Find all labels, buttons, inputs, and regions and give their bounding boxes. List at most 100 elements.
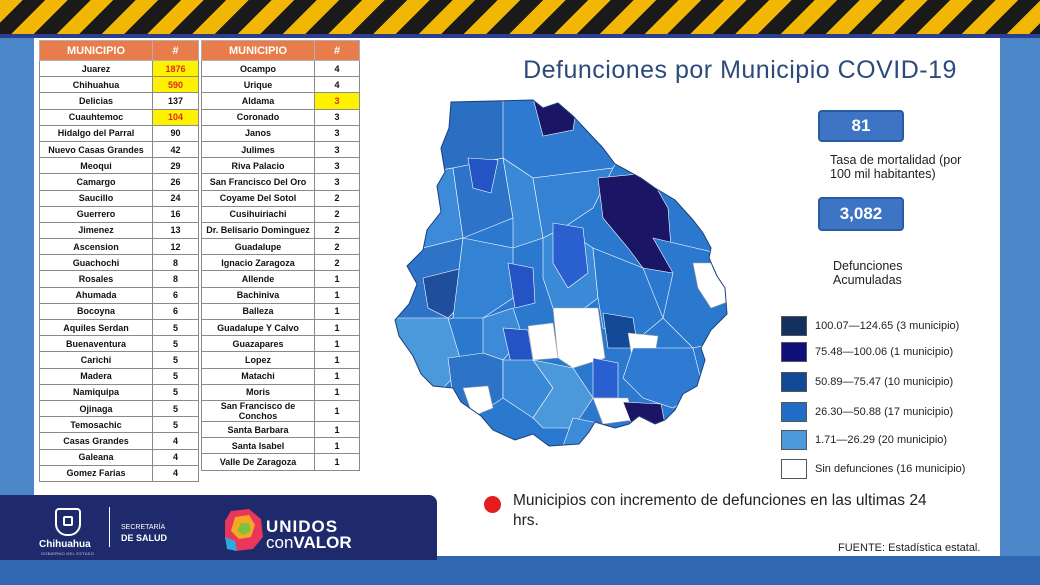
table-row: Nuevo Casas Grandes 42	[39, 140, 199, 159]
death-count: 1	[314, 286, 360, 304]
municipio-name: Delicias	[39, 92, 153, 110]
secretaria-text: SECRETARÍA	[121, 524, 166, 531]
red-dot-marker	[484, 496, 501, 513]
municipio-name: Saucillo	[39, 189, 153, 207]
table-row: Cuauhtemoc 104	[39, 108, 199, 126]
table-row: Coronado 3	[201, 108, 360, 126]
table-row: Casas Grandes 4	[39, 432, 199, 450]
death-count: 2	[314, 189, 360, 207]
table-row: Janos 3	[201, 124, 360, 142]
column-header-municipio: MUNICIPIO	[39, 40, 153, 61]
death-count: 590	[152, 76, 199, 94]
municipio-name: Ojinaga	[39, 399, 153, 418]
municipio-name: Santa Isabel	[201, 437, 315, 455]
municipio-name: Valle De Zaragoza	[201, 453, 315, 471]
column-header-municipio: MUNICIPIO	[201, 40, 315, 61]
increase-note: Municipios con incremento de defunciones…	[513, 492, 927, 529]
death-count: 2	[314, 238, 360, 256]
death-count: 3	[314, 92, 360, 110]
table-row: Ahumada 6	[39, 286, 199, 304]
legend-swatch	[781, 402, 807, 422]
death-count: 5	[152, 335, 199, 353]
table-row: Allende 1	[201, 270, 360, 288]
table-row: Riva Palacio 3	[201, 157, 360, 175]
death-count: 3	[314, 173, 360, 191]
table-row: Aldama 3	[201, 92, 360, 110]
table-row: Bachiniva 1	[201, 286, 360, 304]
legend-swatch	[781, 459, 807, 479]
municipio-name: Ignacio Zaragoza	[201, 254, 315, 272]
municipio-name: Aldama	[201, 92, 315, 110]
death-count: 5	[152, 416, 199, 434]
table-row: Camargo 26	[39, 173, 199, 191]
death-count: 6	[152, 286, 199, 304]
table-row: Juarez 1876	[39, 59, 199, 78]
municipio-name: Gomez Farias	[39, 464, 153, 482]
death-count: 4	[314, 76, 360, 94]
table-row: Cusihuiriachi 2	[201, 205, 360, 223]
death-count: 1	[314, 318, 360, 337]
death-count: 1876	[152, 59, 199, 78]
death-count: 1	[314, 302, 360, 321]
death-count: 1	[314, 367, 360, 385]
table-row: Guadalupe Y Calvo 1	[201, 318, 360, 337]
municipio-name: Matachi	[201, 367, 315, 385]
table-row: Ignacio Zaragoza 2	[201, 254, 360, 272]
table-row: Balleza 1	[201, 302, 360, 321]
death-count: 104	[152, 108, 199, 126]
municipio-name: Galeana	[39, 448, 153, 466]
municipio-name: San Francisco de Conchos	[201, 399, 315, 422]
con-text: con	[266, 533, 294, 552]
municipio-name: Chihuahua	[39, 76, 153, 94]
death-count: 12	[152, 238, 199, 256]
table-row: San Francisco de Conchos 1	[201, 399, 360, 422]
municipio-name: Ascension	[39, 238, 153, 256]
death-count: 4	[314, 59, 360, 78]
death-count: 1	[314, 270, 360, 288]
table-row: Aquiles Serdan 5	[39, 318, 199, 337]
death-count: 3	[314, 108, 360, 126]
death-count: 3	[314, 140, 360, 159]
total-deaths-badge: 3,082	[818, 197, 904, 231]
chihuahua-choropleth-map	[394, 99, 728, 447]
municipio-name: Santa Barbara	[201, 420, 315, 439]
death-count: 1	[314, 453, 360, 471]
mortality-rate-badge: 81	[818, 110, 904, 142]
death-count: 26	[152, 173, 199, 191]
death-count: 2	[314, 205, 360, 223]
death-count: 1	[314, 335, 360, 353]
municipio-name: Bachiniva	[201, 286, 315, 304]
municipio-name: Ocampo	[201, 59, 315, 78]
unidos-con-valor-logo-icon	[225, 509, 263, 551]
municipio-name: Guadalupe Y Calvo	[201, 318, 315, 337]
municipio-name: Urique	[201, 76, 315, 94]
death-count: 13	[152, 221, 199, 240]
unidos-text: UNIDOS	[266, 517, 339, 536]
municipio-name: Temosachic	[39, 416, 153, 434]
legend-swatch	[781, 342, 807, 362]
table-row: Namiquipa 5	[39, 383, 199, 401]
death-count: 5	[152, 351, 199, 369]
death-count: 90	[152, 124, 199, 142]
table-row: Hidalgo del Parral 90	[39, 124, 199, 142]
death-count: 6	[152, 302, 199, 321]
municipio-name: Guerrero	[39, 205, 153, 223]
death-count: 4	[152, 448, 199, 466]
state-government-label: GOBIERNO DEL ESTADO	[41, 551, 95, 556]
municipio-name: Lopez	[201, 351, 315, 369]
municipio-table-left: MUNICIPIO # Juarez 1876 Chihuahua 590 Delici…	[39, 40, 199, 482]
death-count: 4	[152, 432, 199, 450]
municipio-name: Balleza	[201, 302, 315, 321]
table-row: Dr. Belisario Dominguez 2	[201, 221, 360, 240]
table-row: Ojinaga 5	[39, 399, 199, 418]
death-count: 5	[152, 318, 199, 337]
municipio-name: Meoqui	[39, 157, 153, 175]
source-note: FUENTE: Estadística estatal.	[838, 542, 981, 554]
con-valor-text: conVALOR	[266, 533, 352, 553]
municipio-name: Hidalgo del Parral	[39, 124, 153, 142]
municipio-name: Julimes	[201, 140, 315, 159]
death-count: 24	[152, 189, 199, 207]
table-row: Delicias 137	[39, 92, 199, 110]
table-row: Coyame Del Sotol 2	[201, 189, 360, 207]
table-row: Guachochi 8	[39, 254, 199, 272]
